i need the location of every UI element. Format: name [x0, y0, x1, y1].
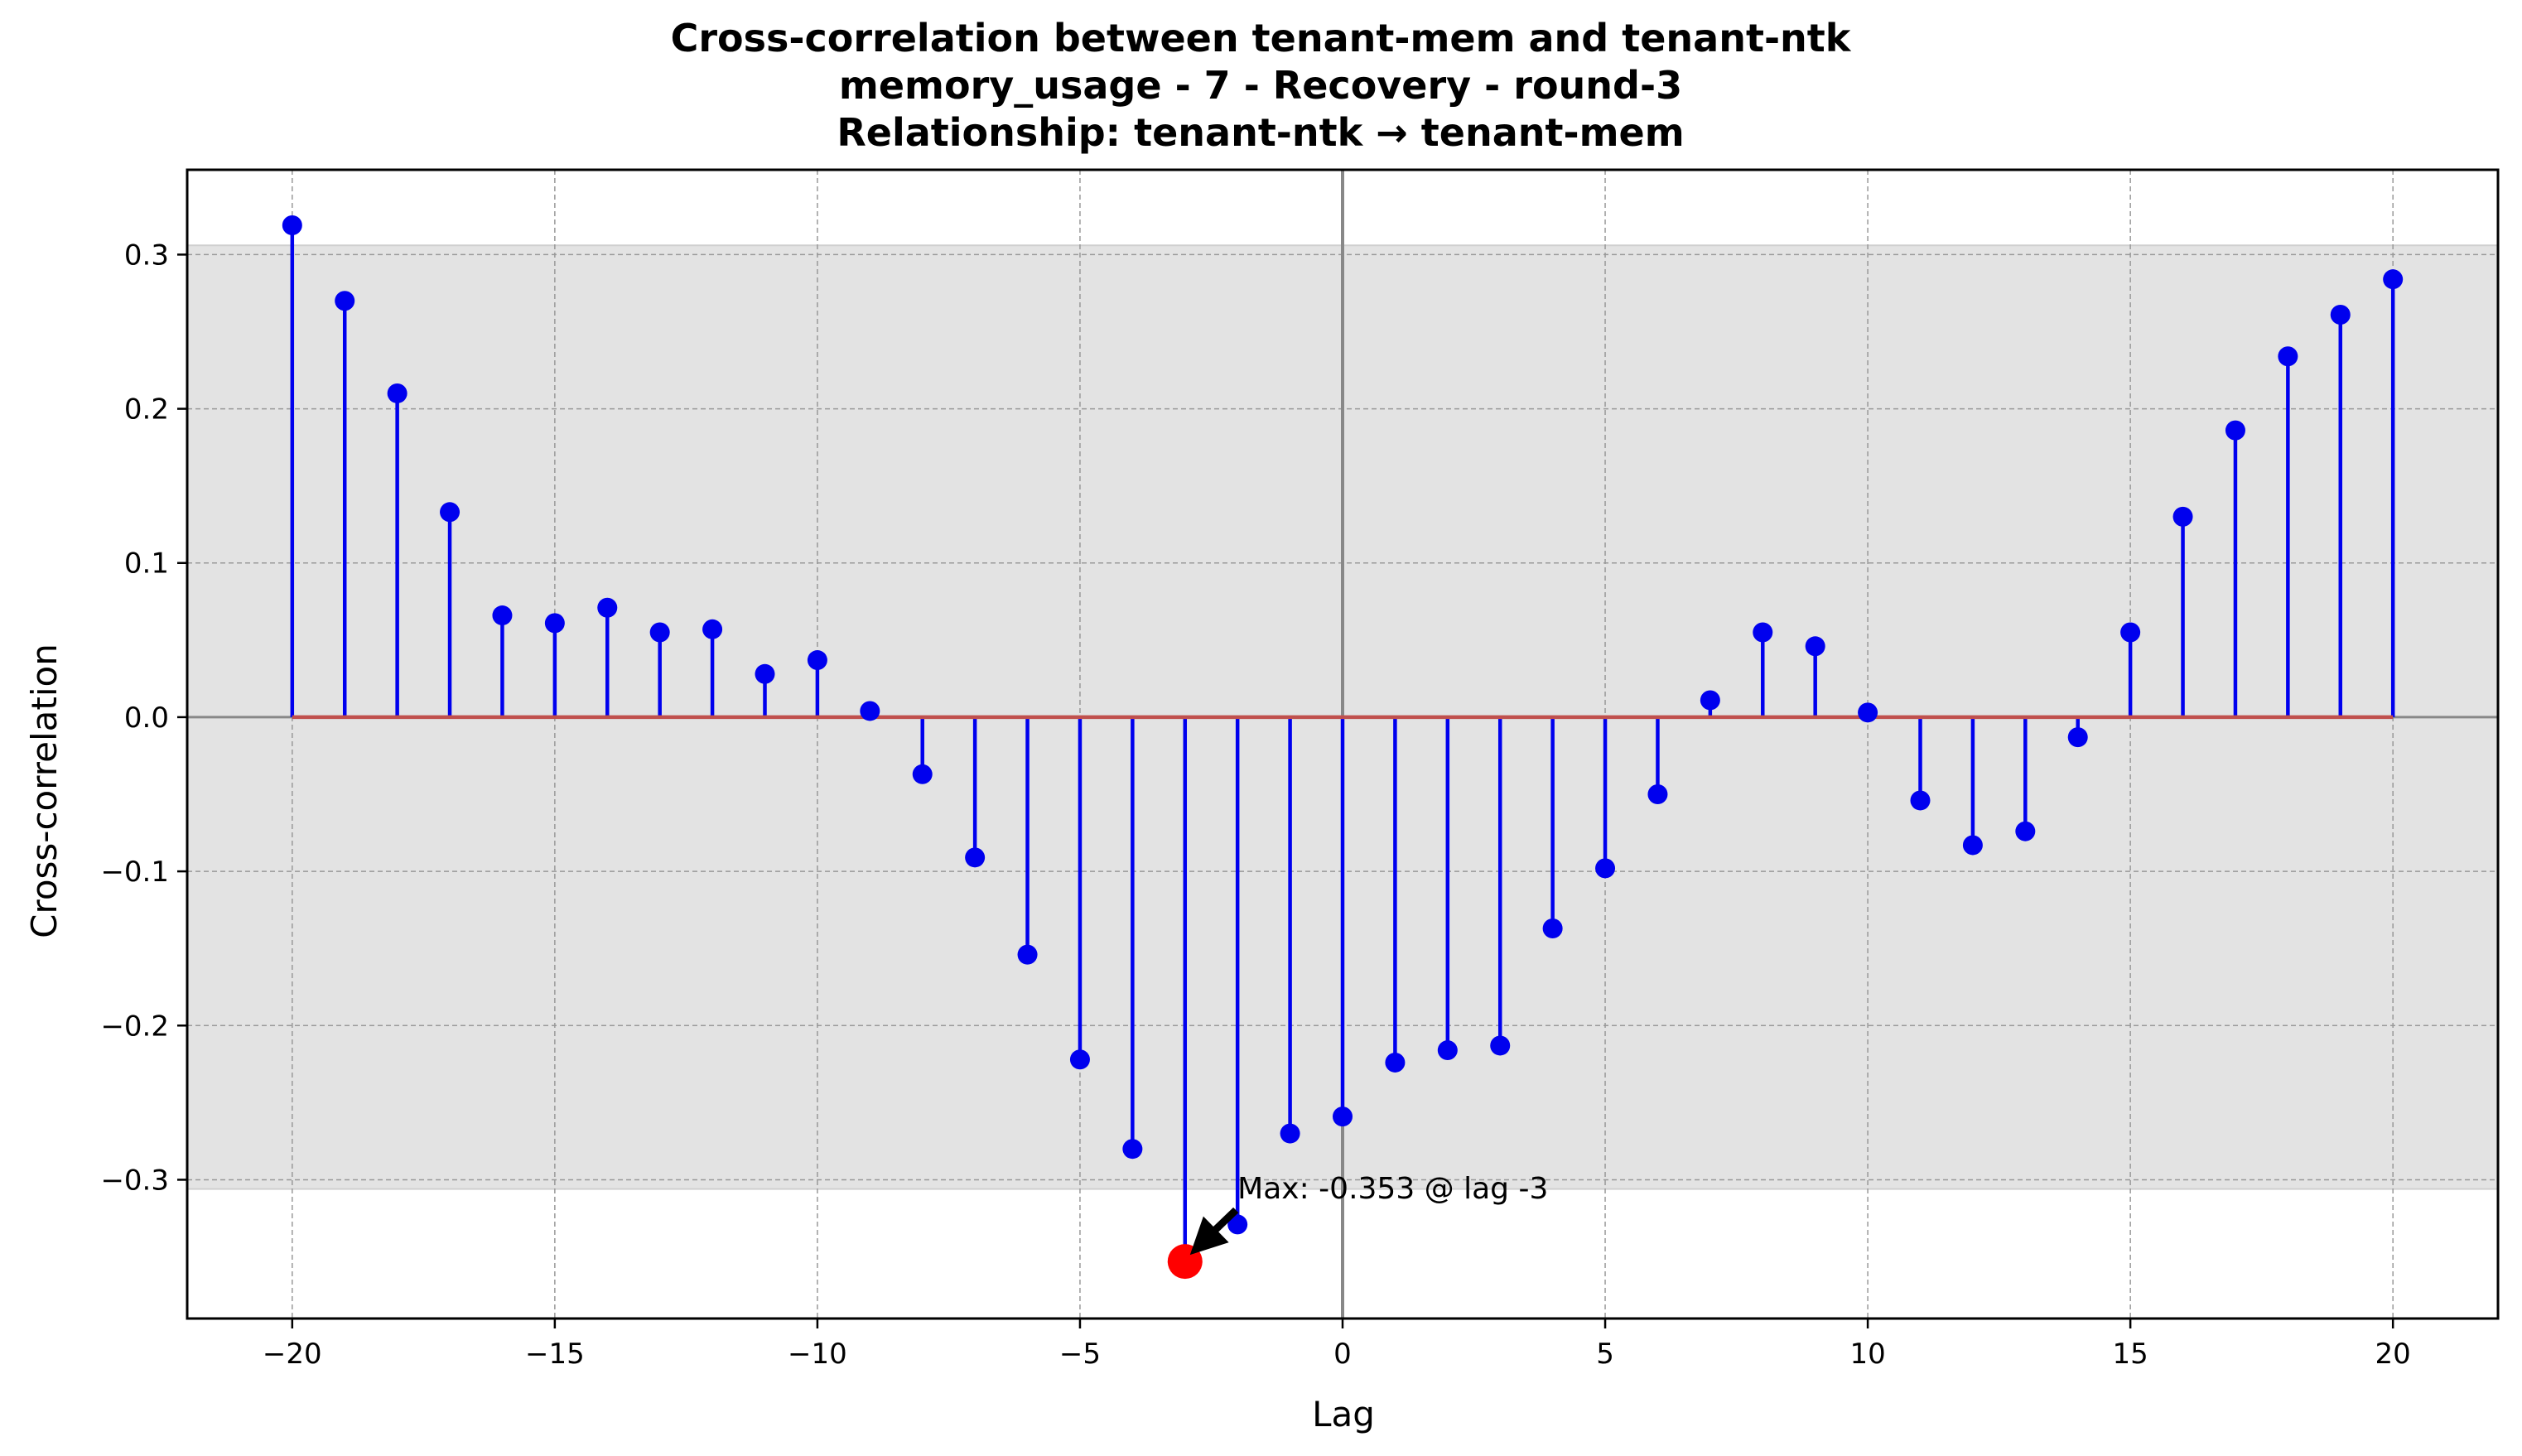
- stem-marker: [282, 215, 302, 236]
- x-tick-label: 20: [2375, 1338, 2411, 1371]
- stem-marker: [440, 502, 461, 523]
- stem-marker: [755, 663, 775, 684]
- stem-marker: [387, 383, 407, 403]
- stem-marker: [1437, 1040, 1458, 1061]
- stem-marker: [912, 764, 933, 784]
- stem-marker: [335, 291, 355, 311]
- stem-marker: [2015, 821, 2036, 841]
- y-tick-label: 0.2: [124, 393, 169, 427]
- stem-marker: [492, 605, 513, 626]
- x-tick-label: −15: [525, 1338, 585, 1371]
- stem-marker: [1280, 1123, 1300, 1144]
- stem-marker: [2383, 269, 2404, 290]
- annotation-arrow-head: [1189, 1216, 1229, 1256]
- annotation-text: Max: -0.353 @ lag -3: [1237, 1172, 1548, 1206]
- x-axis-label: Lag: [1312, 1394, 1375, 1434]
- stem-marker: [1122, 1139, 1143, 1159]
- stem-marker: [1490, 1035, 1511, 1056]
- x-tick-label: 0: [1333, 1338, 1352, 1371]
- stem-marker: [597, 597, 618, 618]
- stem-marker: [2330, 305, 2351, 325]
- stem-marker: [1858, 702, 1878, 723]
- y-tick-label: −0.1: [100, 856, 169, 889]
- stem-marker: [649, 622, 670, 643]
- stem-marker: [2172, 506, 2193, 527]
- x-tick-label: 15: [2113, 1338, 2148, 1371]
- stem-marker: [544, 613, 565, 634]
- y-tick-label: 0.3: [124, 239, 169, 272]
- stem-marker: [860, 701, 880, 721]
- y-axis-label: Cross-correlation: [24, 644, 65, 938]
- x-tick-label: −20: [263, 1338, 322, 1371]
- chart-title-line-2: memory_usage - 7 - Recovery - round-3: [839, 63, 1682, 108]
- stem-marker: [1333, 1106, 1353, 1127]
- x-tick-label: 10: [1849, 1338, 1885, 1371]
- chart-title-line-3: Relationship: tenant-ntk → tenant-mem: [837, 110, 1684, 155]
- x-tick-label: −10: [788, 1338, 847, 1371]
- y-tick-label: −0.2: [100, 1010, 169, 1043]
- stem-marker: [965, 847, 986, 868]
- y-tick-label: 0.0: [124, 701, 169, 735]
- stem-marker: [1542, 918, 1563, 938]
- stem-marker: [1595, 858, 1616, 879]
- stem-marker: [1385, 1052, 1406, 1073]
- x-tick-label: −5: [1059, 1338, 1101, 1371]
- stem-marker: [1753, 622, 1773, 643]
- stem-marker: [2278, 346, 2298, 367]
- y-tick-label: 0.1: [124, 547, 169, 581]
- plot-area: Max: -0.353 @ lag -3 −20 −15 −10 −5 0 5 10 15 20 0…: [100, 168, 2500, 1371]
- stem-marker: [1017, 944, 1038, 965]
- stem-marker: [1647, 784, 1668, 805]
- stem-marker: [1962, 835, 1983, 856]
- stem-marker: [1700, 690, 1720, 711]
- stem-marker: [1910, 790, 1931, 811]
- stem-marker: [2120, 622, 2141, 643]
- x-tick-label: 5: [1596, 1338, 1614, 1371]
- stem-marker: [807, 650, 827, 671]
- stem-marker: [2225, 420, 2245, 441]
- stem-marker: [2067, 727, 2088, 748]
- stem-marker: [1069, 1049, 1090, 1070]
- stem-marker: [702, 619, 723, 639]
- y-tick-label: −0.3: [100, 1164, 169, 1197]
- stem-marker: [1805, 636, 1825, 657]
- chart-title-line-1: Cross-correlation between tenant-mem and…: [671, 16, 1852, 60]
- stem-marker: [1227, 1214, 1248, 1235]
